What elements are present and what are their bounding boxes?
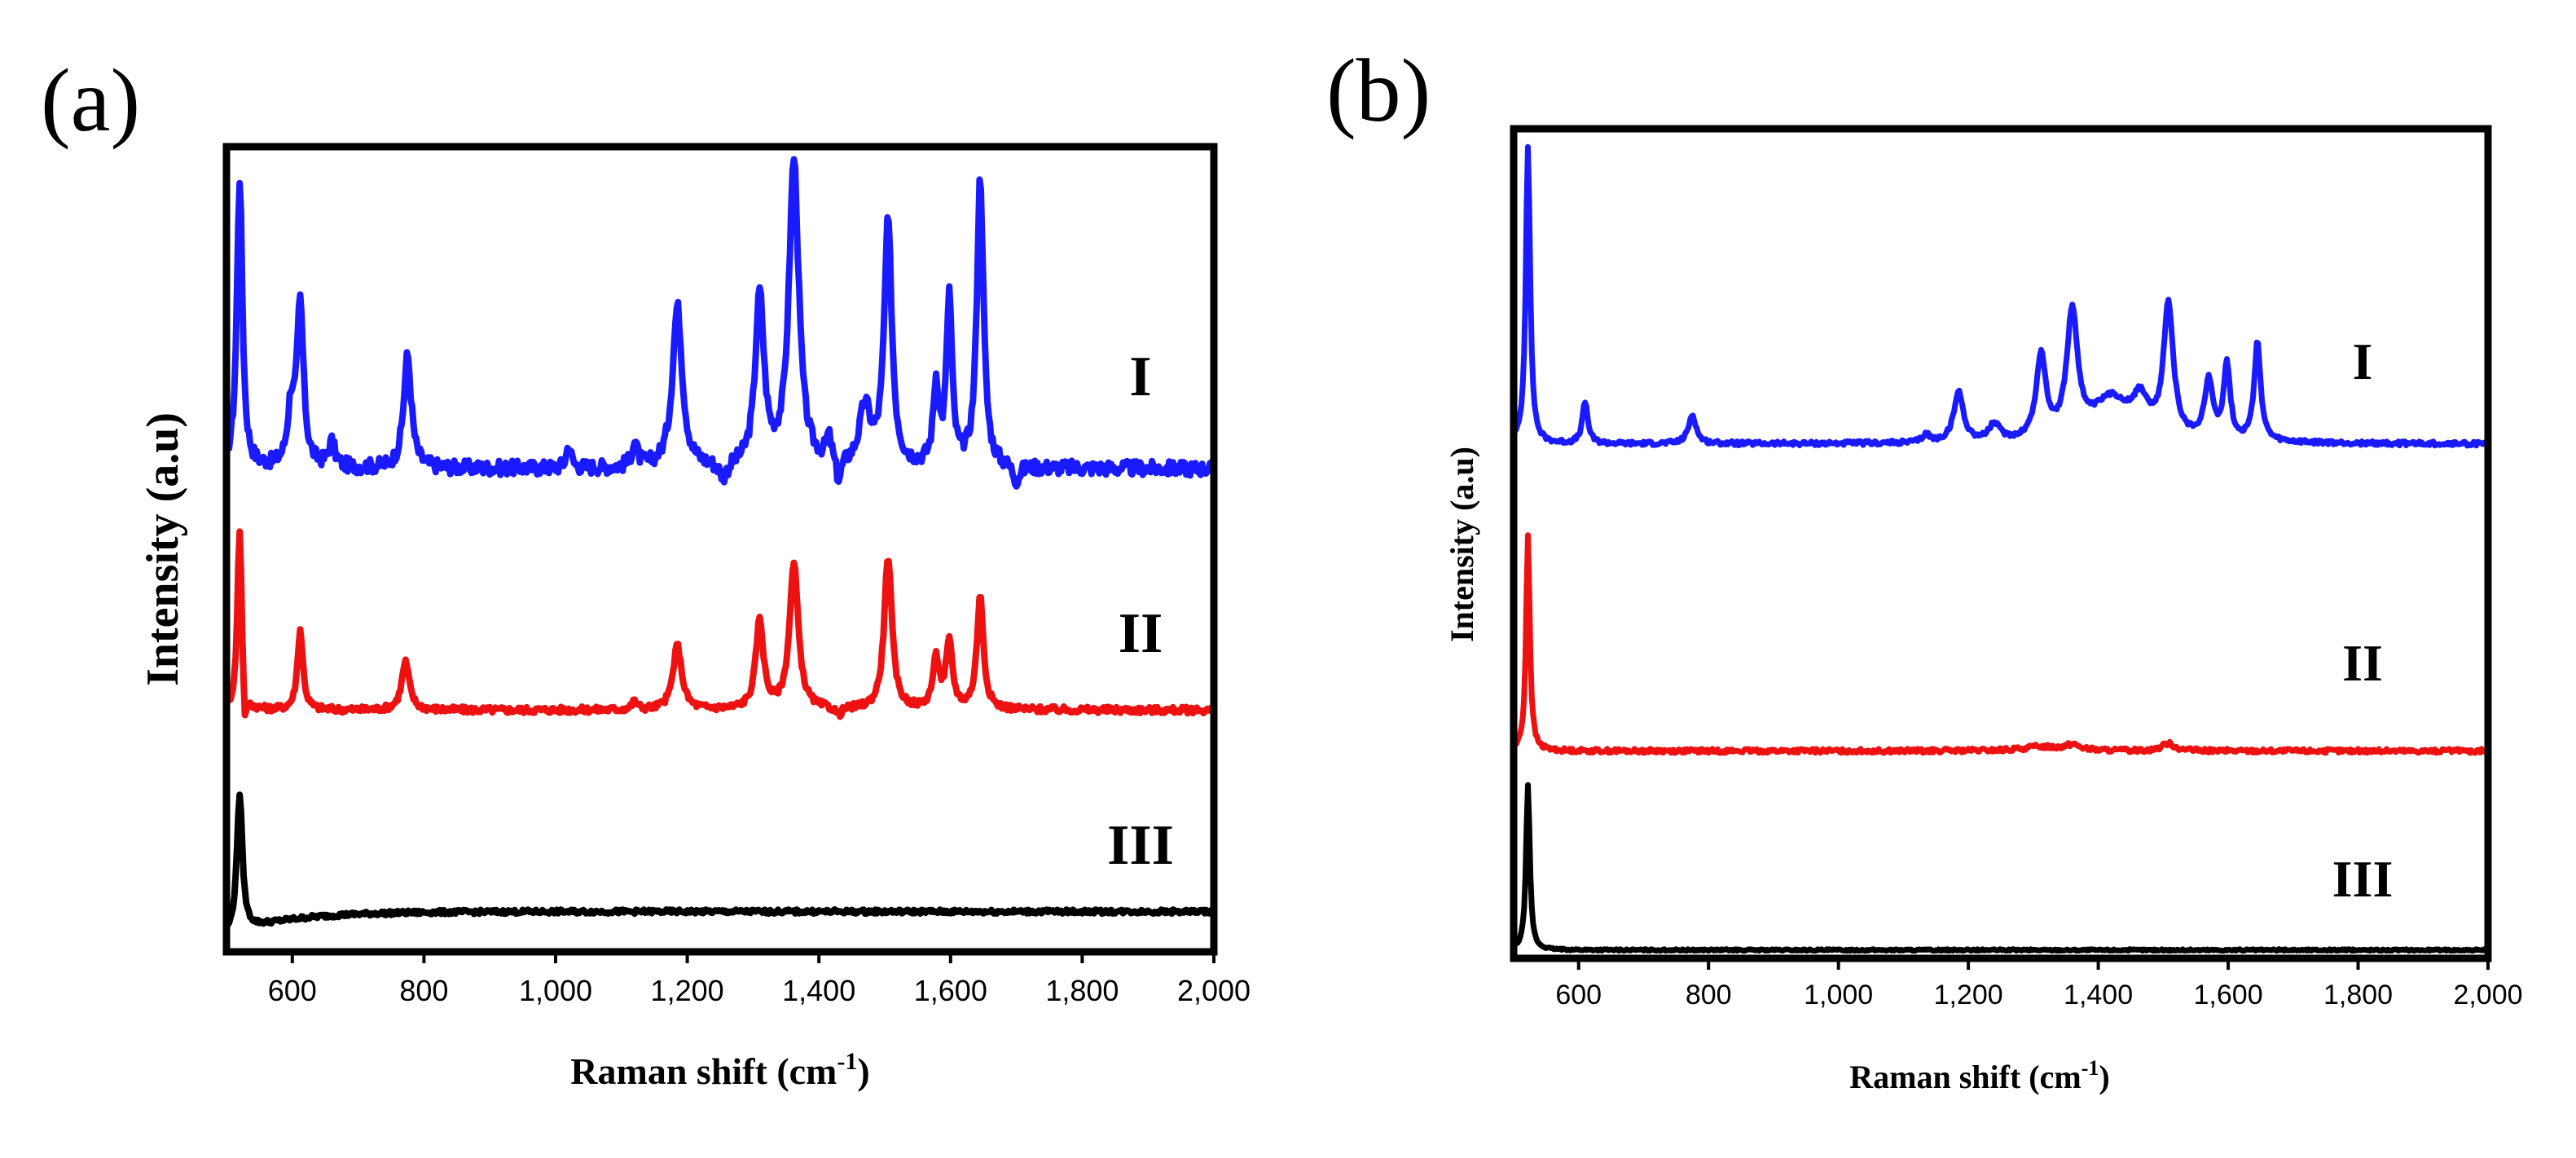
x-tick-label-a-600: 600 <box>268 974 317 1007</box>
x-tick-label-b-1800: 1,800 <box>2323 980 2393 1010</box>
y-axis-title-a: Intensity (a.u) <box>138 412 188 686</box>
series-line-a-I <box>226 156 1214 490</box>
series-line-b-I <box>1514 143 2488 449</box>
x-tick-label-a-1600: 1,600 <box>914 974 987 1007</box>
x-tick-label-b-800: 800 <box>1686 980 1732 1010</box>
x-tick-label-b-1000: 1,000 <box>1804 980 1873 1010</box>
x-ticks-a: 600 800 1,000 1,200 1,400 1,600 1,800 2,000 <box>268 952 1251 1007</box>
x-tick-label-b-600: 600 <box>1555 980 1602 1010</box>
x-tick-label-a-1800: 1,800 <box>1045 974 1119 1007</box>
series-label-a-II: II <box>1119 602 1163 665</box>
series-label-a-III: III <box>1107 814 1174 877</box>
x-tick-label-a-1400: 1,400 <box>782 974 855 1007</box>
series-line-a-II <box>226 528 1214 720</box>
series-group-b <box>1514 143 2488 954</box>
plot-frame-b <box>1510 125 2492 962</box>
x-tick-label-a-1000: 1,000 <box>519 974 592 1007</box>
panel-label-a: (a) <box>41 51 140 150</box>
series-label-a-I: I <box>1129 346 1151 408</box>
x-axis-title-b: Raman shift (cm-1) <box>1849 1056 2109 1095</box>
x-ticks-b: 600 800 1,000 1,200 1,400 1,600 1,800 2,000 <box>1555 958 2523 1010</box>
series-line-b-II <box>1514 532 2488 756</box>
x-tick-label-a-2000: 2,000 <box>1177 974 1251 1007</box>
series-line-b-III <box>1514 782 2488 954</box>
series-label-b-III: III <box>2332 850 2394 908</box>
panel-label-b: (b) <box>1326 41 1431 140</box>
series-group-a <box>226 156 1214 930</box>
x-tick-label-a-800: 800 <box>399 974 448 1007</box>
series-label-b-I: I <box>2353 332 2373 390</box>
panel-b: (b) 600 800 1,000 1,200 1,400 1,600 1,800 2,000… <box>1326 41 2523 1095</box>
x-axis-title-a: Raman shift (cm-1) <box>570 1048 869 1092</box>
series-line-a-III <box>226 791 1214 930</box>
series-label-b-II: II <box>2342 634 2383 692</box>
x-tick-label-b-1200: 1,200 <box>1934 980 2003 1010</box>
panel-a: (a) 600 800 1,000 1,200 1,400 1,600 1,800 2,000… <box>41 51 1251 1092</box>
x-tick-label-b-1600: 1,600 <box>2194 980 2263 1010</box>
y-axis-title-b: Intensity (a.u) <box>1444 447 1480 642</box>
x-tick-label-a-1200: 1,200 <box>651 974 724 1007</box>
x-tick-label-b-1400: 1,400 <box>2064 980 2133 1010</box>
plot-frame-a <box>222 143 1218 956</box>
x-tick-label-b-2000: 2,000 <box>2453 980 2522 1010</box>
